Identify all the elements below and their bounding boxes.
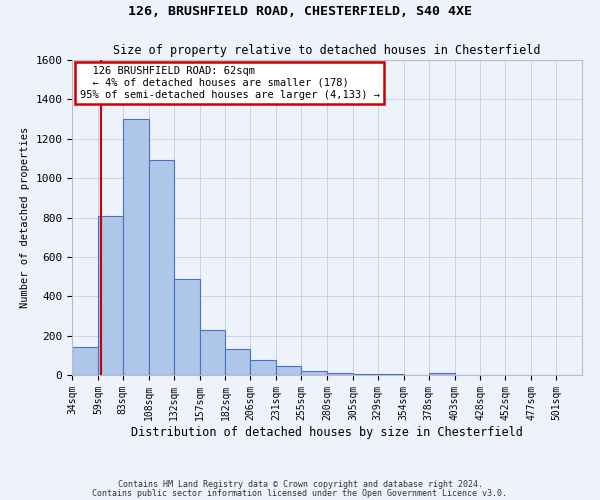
Bar: [378, 374, 404, 375]
Text: 126, BRUSHFIELD ROAD, CHESTERFIELD, S40 4XE: 126, BRUSHFIELD ROAD, CHESTERFIELD, S40 …: [128, 5, 472, 18]
Text: Contains HM Land Registry data © Crown copyright and database right 2024.: Contains HM Land Registry data © Crown c…: [118, 480, 482, 489]
Bar: [149, 160, 173, 375]
Bar: [276, 366, 301, 375]
Bar: [199, 330, 226, 375]
X-axis label: Distribution of detached houses by size in Chesterfield: Distribution of detached houses by size …: [131, 426, 523, 438]
Text: Contains public sector information licensed under the Open Government Licence v3: Contains public sector information licen…: [92, 488, 508, 498]
Bar: [72, 348, 98, 375]
Bar: [428, 373, 455, 375]
Title: Size of property relative to detached houses in Chesterfield: Size of property relative to detached ho…: [113, 44, 541, 58]
Bar: [123, 119, 149, 375]
Bar: [353, 374, 378, 375]
Bar: [301, 371, 327, 375]
Bar: [173, 278, 199, 375]
Bar: [250, 360, 276, 375]
Text: 126 BRUSHFIELD ROAD: 62sqm
  ← 4% of detached houses are smaller (178)
95% of se: 126 BRUSHFIELD ROAD: 62sqm ← 4% of detac…: [80, 66, 380, 100]
Bar: [226, 350, 250, 375]
Bar: [98, 216, 123, 375]
Bar: [327, 372, 353, 375]
Y-axis label: Number of detached properties: Number of detached properties: [20, 127, 30, 308]
